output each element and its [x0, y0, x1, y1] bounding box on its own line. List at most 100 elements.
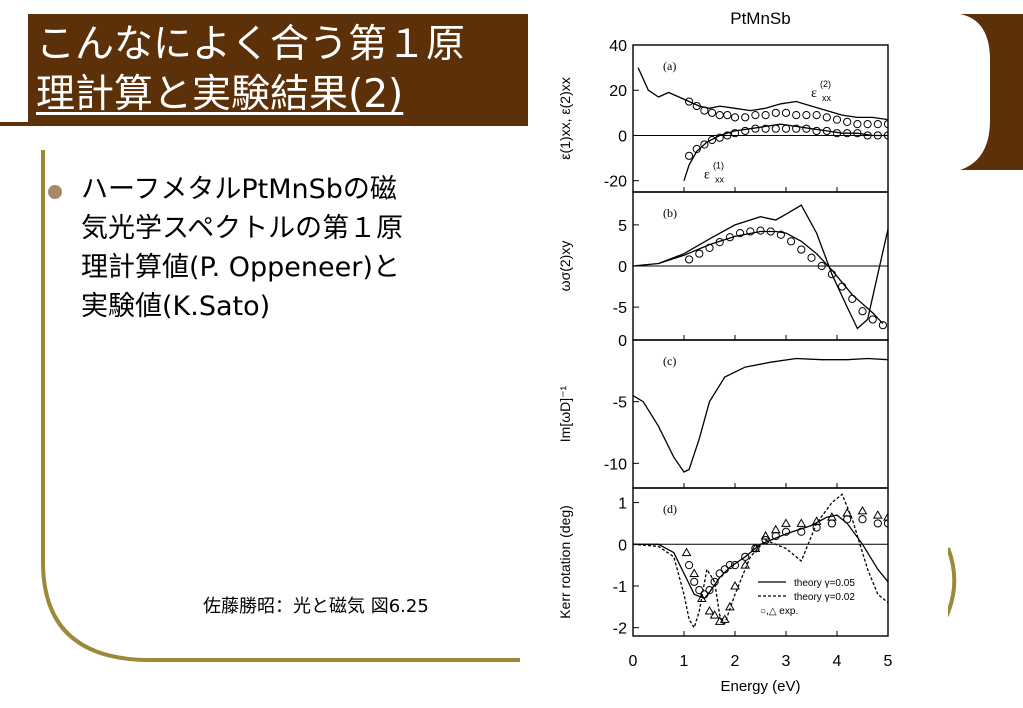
data-point: [827, 270, 836, 279]
figure: PtMnSb -20 0 20 40 (a) ε(1)xx, ε(2)xx ε xx (2) ε xx…: [528, 0, 948, 708]
data-point: [725, 561, 734, 570]
data-point: [685, 255, 694, 264]
data-point: [812, 126, 821, 136]
data-point: [690, 577, 699, 586]
data-point: [843, 515, 852, 524]
data-point: [863, 120, 872, 129]
panel-label: (a): [663, 59, 676, 73]
data-point-triangle: [842, 508, 853, 517]
data-point: [776, 230, 785, 239]
data-point: [715, 111, 724, 120]
data-point: [792, 111, 801, 120]
data-point: [822, 113, 831, 122]
series-label-eps2-sub: xx: [822, 93, 832, 103]
data-point-triangle: [696, 593, 707, 602]
data-point: [730, 561, 740, 570]
data-point: [692, 101, 701, 111]
data-point: [695, 249, 704, 258]
series-line: [633, 357, 888, 473]
data-point-triangle: [740, 560, 751, 569]
y-tick-label: 0: [618, 259, 627, 276]
data-point: [817, 261, 826, 271]
series-group: [637, 67, 888, 181]
data-point: [766, 227, 775, 236]
data-point: [756, 226, 765, 235]
data-point: [853, 120, 862, 129]
y-tick-label: -5: [613, 300, 627, 317]
data-point: [720, 565, 729, 574]
data-point-triangle: [689, 568, 700, 577]
data-point: [873, 131, 882, 140]
data-point-triangle: [781, 518, 791, 527]
data-point-triangle: [709, 610, 720, 619]
data-point: [797, 527, 806, 536]
data-point: [741, 113, 750, 122]
data-point: [883, 131, 888, 140]
y-tick-label: 1: [618, 496, 627, 513]
data-point: [858, 515, 867, 524]
series-line: [633, 204, 888, 330]
y-tick-label: -1: [613, 579, 627, 596]
data-point-triangle: [760, 530, 771, 540]
y-axis-label: ωσ(2)xy: [557, 241, 573, 292]
data-point: [792, 124, 801, 133]
frame-left-border: [41, 150, 520, 662]
bullet-dot-icon: [48, 185, 62, 199]
data-point: [781, 108, 791, 117]
y-tick-label: -10: [604, 456, 627, 473]
data-point: [761, 536, 770, 545]
data-point: [781, 124, 791, 133]
data-point: [723, 131, 732, 140]
data-point: [781, 527, 791, 536]
data-point: [787, 237, 796, 246]
y-tick-label: 0: [618, 537, 627, 554]
panel-label: (b): [663, 206, 677, 220]
data-point: [761, 124, 770, 133]
data-point: [771, 124, 780, 133]
data-point: [700, 106, 709, 115]
data-point: [707, 135, 717, 145]
y-axis-label: Kerr rotation (deg): [557, 505, 573, 619]
data-point: [751, 111, 760, 120]
series-group: [633, 204, 888, 330]
bullet-line-3: 理計算値(P. Oppeneer)と: [81, 252, 400, 283]
x-tick-label: 4: [833, 653, 842, 670]
data-point: [853, 129, 862, 138]
y-axis-label: ε(1)xx, ε(2)xx: [557, 77, 573, 159]
data-point: [730, 113, 740, 122]
data-point: [723, 111, 732, 120]
data-point: [685, 561, 694, 570]
data-point: [685, 97, 694, 106]
citation: 佐藤勝昭：光と磁気 図6.25: [203, 596, 429, 617]
data-point: [832, 115, 842, 124]
data-point: [812, 111, 821, 120]
data-point: [827, 519, 836, 528]
data-point-triangle: [796, 518, 807, 527]
data-point-triangle: [770, 524, 781, 534]
x-tick-label: 3: [782, 653, 791, 670]
data-point-triangle: [811, 516, 822, 525]
data-point-triangle: [827, 512, 837, 521]
series-label-eps2-sup: (2): [820, 79, 831, 89]
right-tab: [960, 14, 1023, 170]
data-point: [700, 140, 709, 149]
series-label-eps1-sup: (1): [713, 160, 724, 170]
data-point: [832, 129, 842, 138]
x-tick-label: 5: [884, 653, 893, 670]
chart-title: PtMnSb: [730, 9, 790, 28]
data-point-triangle: [704, 605, 715, 615]
x-tick-label: 1: [680, 653, 689, 670]
data-point: [797, 245, 806, 254]
bullet-line-2: 気光学スペクトルの第１原: [81, 213, 404, 244]
series-group: [633, 357, 888, 473]
bullet-line-1: ハーフメタルPtMnSbの磁: [81, 174, 397, 205]
data-point: [807, 253, 816, 262]
series-line: [633, 493, 888, 630]
series-label-eps2: ε: [811, 86, 817, 101]
slide-title-line-2: 理計算と実験結果(2): [36, 72, 404, 117]
legend-entry: ○,△ exp.: [760, 606, 798, 617]
data-point: [751, 124, 760, 133]
data-point-triangle: [883, 512, 888, 521]
panel-label: (c): [663, 354, 676, 368]
series-label-eps1: ε: [704, 167, 710, 182]
